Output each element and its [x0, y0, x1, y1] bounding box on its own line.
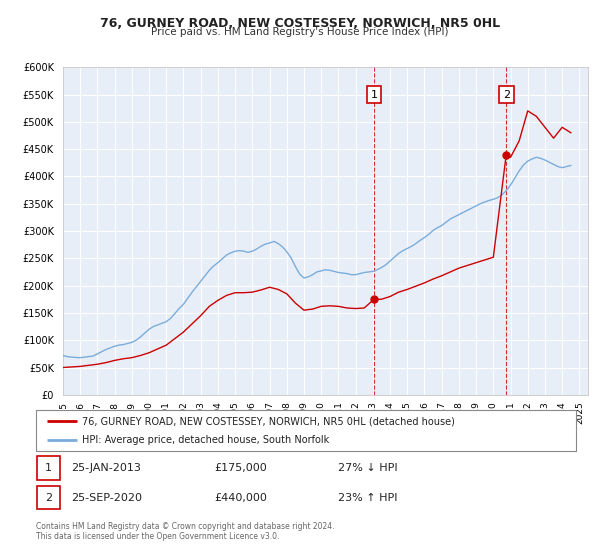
Text: £175,000: £175,000: [214, 463, 267, 473]
Text: 23% ↑ HPI: 23% ↑ HPI: [338, 493, 398, 502]
Text: Price paid vs. HM Land Registry's House Price Index (HPI): Price paid vs. HM Land Registry's House …: [151, 27, 449, 37]
Bar: [37, 486, 60, 510]
Text: £440,000: £440,000: [214, 493, 267, 502]
Text: 25-SEP-2020: 25-SEP-2020: [71, 493, 142, 502]
Text: 76, GURNEY ROAD, NEW COSTESSEY, NORWICH, NR5 0HL: 76, GURNEY ROAD, NEW COSTESSEY, NORWICH,…: [100, 17, 500, 30]
Bar: [37, 456, 60, 480]
Text: 1: 1: [371, 90, 377, 100]
Text: 1: 1: [45, 463, 52, 473]
Text: HPI: Average price, detached house, South Norfolk: HPI: Average price, detached house, Sout…: [82, 435, 329, 445]
Text: This data is licensed under the Open Government Licence v3.0.: This data is licensed under the Open Gov…: [36, 532, 280, 542]
Text: 76, GURNEY ROAD, NEW COSTESSEY, NORWICH, NR5 0HL (detached house): 76, GURNEY ROAD, NEW COSTESSEY, NORWICH,…: [82, 417, 455, 426]
Text: 2: 2: [503, 90, 510, 100]
Text: 25-JAN-2013: 25-JAN-2013: [71, 463, 141, 473]
Text: 27% ↓ HPI: 27% ↓ HPI: [338, 463, 398, 473]
Text: 2: 2: [45, 493, 52, 502]
Text: Contains HM Land Registry data © Crown copyright and database right 2024.: Contains HM Land Registry data © Crown c…: [36, 522, 335, 531]
